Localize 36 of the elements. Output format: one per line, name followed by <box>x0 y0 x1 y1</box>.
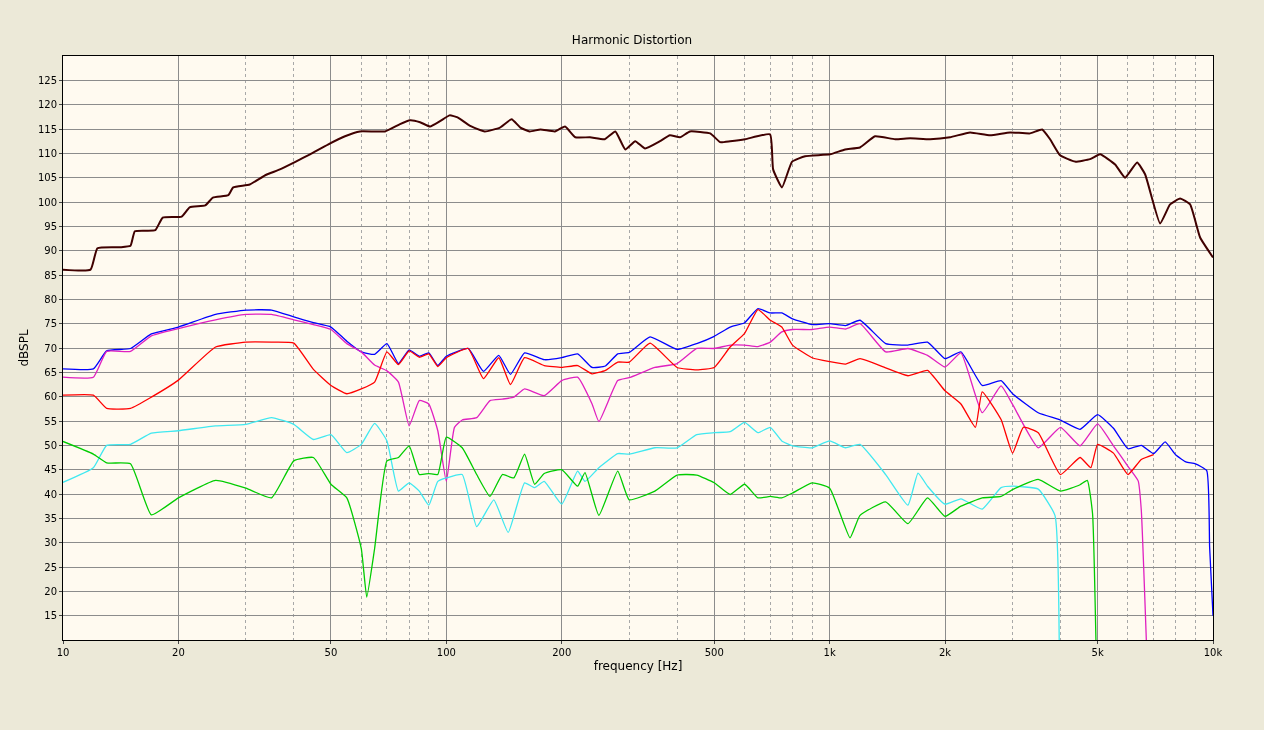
y-axis-title: dBSPL <box>17 329 32 367</box>
y-tick-label: 120 <box>37 99 57 111</box>
y-tick-label: 85 <box>44 269 57 281</box>
x-tick-label: 5k <box>1091 647 1104 658</box>
chart-title: Harmonic Distortion <box>571 33 693 47</box>
y-tick-label: 35 <box>44 512 57 524</box>
y-tick-label: 105 <box>37 172 57 184</box>
x-tick-label: 20 <box>172 647 185 658</box>
y-tick-label: 25 <box>44 561 57 573</box>
y-tick-label: 70 <box>44 342 57 354</box>
y-tick-label: 45 <box>44 464 57 476</box>
y-tick-label: 125 <box>37 74 57 86</box>
y-tick-label: 20 <box>44 585 57 597</box>
x-axis-title: frequency [Hz] <box>593 658 683 673</box>
x-tick-label: 50 <box>324 647 338 658</box>
y-tick-label: 65 <box>44 366 57 378</box>
x-tick-label: 10 <box>56 647 70 658</box>
y-tick-label: 75 <box>44 318 57 330</box>
y-tick-label: 30 <box>44 537 57 549</box>
y-tick-label: 100 <box>37 196 57 208</box>
x-tick-label: 500 <box>704 647 724 658</box>
y-tick-label: 115 <box>37 123 57 135</box>
x-tick-label: 1k <box>823 647 836 658</box>
y-tick-label: 60 <box>44 391 57 403</box>
y-tick-label: 80 <box>44 293 57 305</box>
y-tick-label: 50 <box>44 439 57 451</box>
y-tick-label: 110 <box>37 147 57 159</box>
x-tick-label: 200 <box>552 647 572 658</box>
y-tick-label: 40 <box>44 488 57 500</box>
y-tick-label: 55 <box>44 415 57 427</box>
y-tick-label: 95 <box>44 220 57 232</box>
x-tick-label: 100 <box>436 647 456 658</box>
x-tick-label: 10k <box>1203 647 1223 658</box>
x-tick-label: 2k <box>938 647 952 658</box>
y-tick-label: 15 <box>44 610 57 622</box>
y-tick-label: 90 <box>44 245 57 257</box>
